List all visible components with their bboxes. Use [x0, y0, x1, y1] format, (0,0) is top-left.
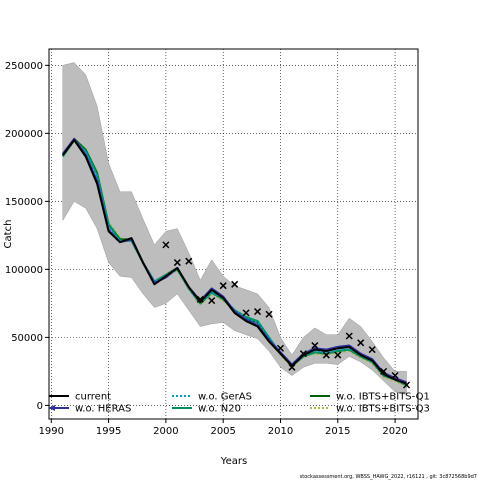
observed-point — [288, 363, 296, 371]
observed-point — [231, 280, 239, 288]
observed-point — [208, 297, 216, 305]
observed-point — [196, 295, 204, 303]
x-tick-label: 2010 — [268, 426, 293, 437]
footer-credit: stockassessment.org, WBSS_HAWG_2022, r16… — [300, 474, 477, 480]
y-tick-label: 100000 — [5, 265, 43, 276]
series-layer — [61, 137, 407, 388]
legend: current w.o. GerAS w.o. IBTS+BITS-Q1 w.o. H… — [49, 392, 430, 415]
legend-label: w.o. GerAS — [198, 392, 252, 403]
x-axis-ticks: 1990 1995 2000 2005 2010 2015 2020 — [39, 419, 408, 437]
observed-point — [276, 344, 285, 352]
observed-point — [185, 257, 193, 265]
x-tick-label: 1995 — [96, 426, 121, 437]
x-tick-label: 2005 — [210, 426, 235, 437]
legend-label: w.o. IBTS+BITS-Q3 — [336, 404, 430, 415]
y-tick-label: 150000 — [5, 197, 43, 208]
observed-point — [345, 332, 353, 340]
observed-point — [242, 309, 250, 317]
observed-point — [403, 381, 411, 389]
observed-point — [322, 351, 330, 359]
y-tick-label: 200000 — [5, 129, 43, 140]
observed-point — [380, 367, 388, 375]
observed-point — [173, 259, 181, 267]
observed-point — [162, 241, 170, 249]
y-axis-label: Catch — [3, 220, 14, 249]
observed-points-layer — [162, 241, 411, 389]
legend-label: w.o. HERAS — [75, 404, 131, 415]
observed-point — [254, 308, 262, 316]
observed-point — [368, 346, 376, 354]
x-tick-label: 2000 — [153, 426, 178, 437]
legend-item-w-o-heras: w.o. HERAS — [49, 404, 131, 415]
y-axis-ticks: 0 50000 100000 150000 200000 250000 — [5, 61, 49, 412]
legend-label: current — [75, 392, 111, 403]
plot-frame — [48, 48, 419, 420]
observed-point — [299, 350, 307, 358]
legend-item-w-o-geras: w.o. GerAS — [172, 392, 252, 403]
observed-point — [391, 371, 399, 380]
y-tick-label: 250000 — [5, 61, 43, 72]
y-tick-label: 50000 — [11, 333, 43, 344]
legend-label: w.o. N20 — [198, 404, 241, 415]
y-tick-label: 0 — [37, 401, 43, 412]
legend-arrow-icon — [49, 405, 55, 411]
x-tick-label: 1990 — [39, 426, 64, 437]
x-tick-label: 2020 — [382, 426, 407, 437]
observed-point — [334, 351, 342, 359]
observed-point — [265, 310, 273, 318]
legend-item-w-o-ibts-bits-q1: w.o. IBTS+BITS-Q1 — [310, 392, 430, 403]
observed-point — [311, 342, 319, 350]
x-axis-label: Years — [220, 456, 247, 467]
observed-point — [219, 282, 227, 290]
legend-label: w.o. IBTS+BITS-Q1 — [336, 392, 430, 403]
series-line-current — [62, 139, 407, 385]
legend-item-current: current — [49, 392, 111, 403]
observed-point — [357, 339, 365, 347]
legend-item-w-o-n20: w.o. N20 — [172, 404, 241, 415]
legend-item-w-o-ibts-bits-q3: w.o. IBTS+BITS-Q3 — [310, 404, 430, 415]
x-tick-label: 2015 — [325, 426, 350, 437]
